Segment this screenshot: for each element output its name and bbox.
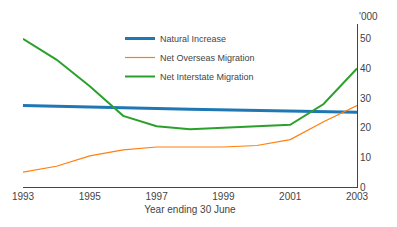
svg-text:30: 30 [360,93,372,104]
svg-text:2003: 2003 [346,191,369,202]
svg-text:50: 50 [360,33,372,44]
svg-text:1993: 1993 [12,191,35,202]
svg-text:Natural Increase: Natural Increase [160,34,226,44]
svg-text:40: 40 [360,63,372,74]
svg-text:1995: 1995 [79,191,102,202]
svg-text:1999: 1999 [212,191,235,202]
svg-text:Net Overseas Migration: Net Overseas Migration [160,53,255,63]
svg-text:Net Interstate Migration: Net Interstate Migration [160,72,254,82]
svg-text:1997: 1997 [145,191,168,202]
svg-text:0: 0 [360,182,366,193]
svg-text:2001: 2001 [279,191,302,202]
svg-text:'000: '000 [359,11,378,22]
svg-text:10: 10 [360,152,372,163]
svg-text:20: 20 [360,122,372,133]
svg-text:Year ending 30 June: Year ending 30 June [144,204,236,215]
